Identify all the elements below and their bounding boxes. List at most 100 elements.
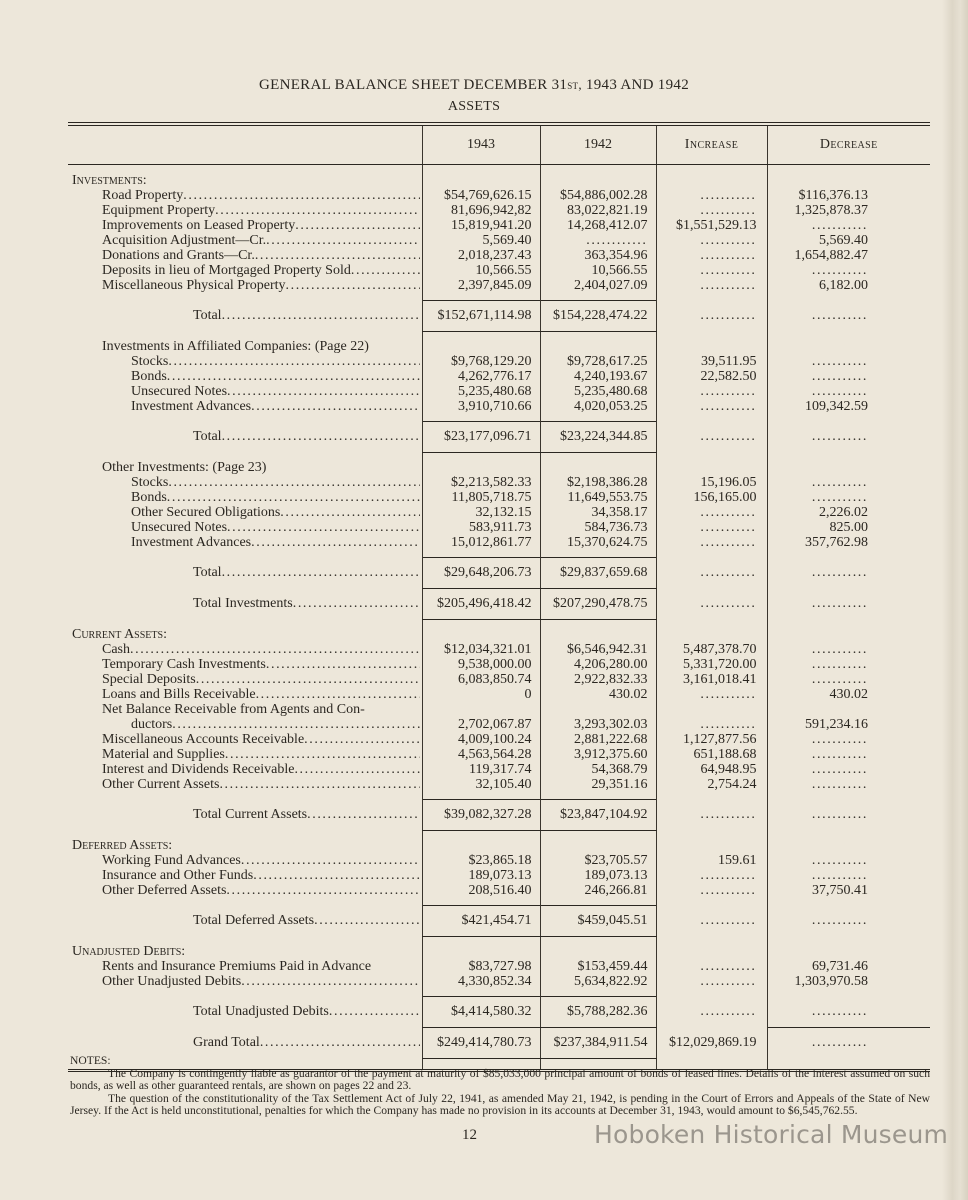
value-1943 xyxy=(421,702,540,717)
spacer-cell xyxy=(539,331,656,339)
value-decrease: 357,762.98 xyxy=(766,535,930,550)
spacer-cell xyxy=(421,293,540,301)
table-row: Other Secured Obligations 32,132.1534,358… xyxy=(68,505,930,520)
value-1943: $249,414,780.73 xyxy=(421,1027,540,1059)
value-1943: 81,696,942,82 xyxy=(421,203,540,218)
grand-total-row: Grand Total $249,414,780.73$237,384,911.5… xyxy=(68,1027,930,1059)
value-increase: 5,331,720.00 xyxy=(655,657,767,672)
value-1942 xyxy=(539,339,656,354)
value-increase: 3,161,018.41 xyxy=(655,672,767,687)
row-label: Other Investments: (Page 23) xyxy=(68,460,422,475)
value-decrease: 69,731.46 xyxy=(766,959,930,974)
value-1942: 34,358.17 xyxy=(539,505,656,520)
row-label-text: Interest and Dividends Receivable xyxy=(102,762,295,777)
dot-leader xyxy=(295,218,419,233)
spacer-cell xyxy=(766,619,930,627)
table-row: Other Investments: (Page 23) xyxy=(68,460,930,475)
note-paragraph: The Company is contingently liable as gu… xyxy=(70,1066,930,1093)
row-label: Stocks xyxy=(68,475,422,490)
value-decrease: ........... xyxy=(766,642,930,657)
value-1943: $2,213,582.33 xyxy=(421,475,540,490)
row-label: Improvements on Leased Property xyxy=(68,218,422,233)
value-increase: ........... xyxy=(655,188,767,203)
value-decrease: ........... xyxy=(766,996,930,1028)
dot-leader xyxy=(260,1028,420,1058)
row-label-text: Unsecured Notes xyxy=(131,520,228,535)
row-label: Working Fund Advances xyxy=(68,853,422,868)
dot-leader xyxy=(168,475,419,490)
value-increase: 15,196.05 xyxy=(655,475,767,490)
value-increase: ........... xyxy=(655,248,767,263)
table-row: Other Unadjusted Debits 4,330,852.345,634… xyxy=(68,974,930,989)
value-increase: 651,188.68 xyxy=(655,747,767,762)
spacer-cell xyxy=(539,898,656,906)
table-row: Equipment Property 81,696,942,8283,022,82… xyxy=(68,203,930,218)
spacer-cell xyxy=(766,898,930,906)
value-decrease: ........... xyxy=(766,588,930,620)
row-label-text: Other Current Assets xyxy=(102,777,220,792)
spacer-cell xyxy=(766,989,930,997)
spacer-cell xyxy=(766,414,930,422)
row-label: Deposits in lieu of Mortgaged Property S… xyxy=(68,263,422,278)
spacer-cell xyxy=(421,1058,540,1072)
dot-leader xyxy=(215,203,419,218)
spacer-cell xyxy=(68,792,422,800)
table-row: Material and Supplies 4,563,564.283,912,3… xyxy=(68,747,930,762)
spacer-cell xyxy=(68,620,422,628)
spacer-row xyxy=(68,989,930,997)
value-1942: 4,206,280.00 xyxy=(539,657,656,672)
dot-leader xyxy=(130,642,420,657)
value-decrease: ........... xyxy=(766,747,930,762)
value-1943: 10,566.55 xyxy=(421,263,540,278)
spacer-cell xyxy=(655,293,767,301)
row-label-text: Total Current Assets xyxy=(193,807,308,822)
row-label: Investments: xyxy=(68,173,422,188)
table-row: Bonds 11,805,718.7511,649,553.75156,165.0… xyxy=(68,490,930,505)
title-ordinal: st, xyxy=(567,77,582,92)
spacer-cell xyxy=(68,898,422,906)
dot-leader xyxy=(227,384,419,399)
table-row: Investment Advances 15,012,861.7715,370,6… xyxy=(68,535,930,550)
row-label: Acquisition Adjustment—Cr. xyxy=(68,233,422,248)
value-increase: ........... xyxy=(655,203,767,218)
table-row: Other Deferred Assets 208,516.40246,266.8… xyxy=(68,883,930,898)
spacer-cell xyxy=(68,550,422,558)
dot-leader xyxy=(266,233,419,248)
row-label: Temporary Cash Investments xyxy=(68,657,422,672)
value-1943: $39,082,327.28 xyxy=(421,799,540,831)
value-1942: ............ xyxy=(539,233,656,248)
row-label-text: Total Unadjusted Debits xyxy=(193,1004,329,1019)
row-label: Unadjusted Debits: xyxy=(68,944,422,959)
dot-leader xyxy=(225,747,420,762)
value-1943: 3,910,710.66 xyxy=(421,399,540,414)
value-increase xyxy=(655,702,767,717)
value-increase: ........... xyxy=(655,557,767,589)
spacer-cell xyxy=(766,293,930,301)
value-1942: 4,020,053.25 xyxy=(539,399,656,414)
spacer-cell xyxy=(68,332,422,340)
value-1943: 583,911.73 xyxy=(421,520,540,535)
value-increase: ........... xyxy=(655,535,767,550)
column-header-increase: Increase xyxy=(655,126,767,165)
value-increase: ........... xyxy=(655,520,767,535)
spacer-row xyxy=(68,414,930,422)
dot-leader xyxy=(222,301,420,331)
table-row: Temporary Cash Investments 9,538,000.004,… xyxy=(68,657,930,672)
spacer-cell xyxy=(421,792,540,800)
value-1943 xyxy=(421,460,540,475)
row-label-text: Stocks xyxy=(131,354,169,369)
row-label: Miscellaneous Physical Property xyxy=(68,278,422,293)
value-1943: $83,727.98 xyxy=(421,959,540,974)
dot-leader xyxy=(255,248,420,263)
value-1943: $12,034,321.01 xyxy=(421,642,540,657)
row-label-text: Insurance and Other Funds xyxy=(102,868,254,883)
value-increase: ........... xyxy=(655,799,767,831)
spacer-cell xyxy=(655,619,767,627)
value-increase: 39,511.95 xyxy=(655,354,767,369)
spacer-cell xyxy=(421,331,540,339)
row-label-text: Deferred Assets: xyxy=(72,838,173,853)
value-increase: $12,029,869.19 xyxy=(655,1027,767,1059)
column-header-1942: 1942 xyxy=(539,126,656,165)
row-label-text: Stocks xyxy=(131,475,169,490)
section-heading-row: Unadjusted Debits: xyxy=(68,944,930,959)
